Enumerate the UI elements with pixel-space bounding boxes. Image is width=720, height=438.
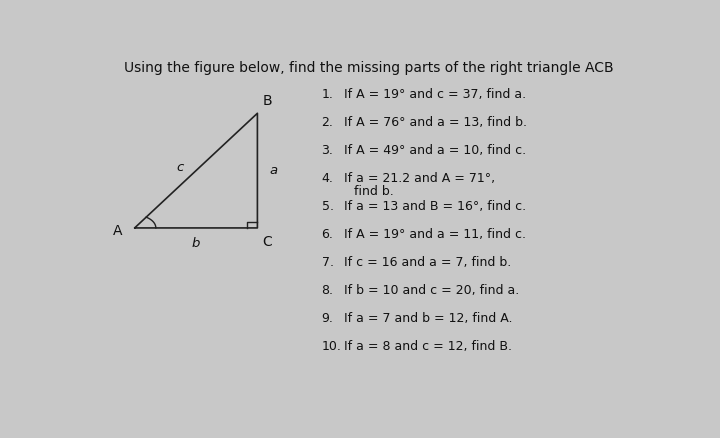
Text: B: B (263, 94, 272, 108)
Text: 7.: 7. (322, 256, 333, 269)
Text: 2.: 2. (322, 116, 333, 129)
Text: If A = 19° and a = 11, find c.: If A = 19° and a = 11, find c. (344, 228, 526, 241)
Text: If a = 8 and c = 12, find B.: If a = 8 and c = 12, find B. (344, 340, 512, 353)
Text: 6.: 6. (322, 228, 333, 241)
Text: If A = 76° and a = 13, find b.: If A = 76° and a = 13, find b. (344, 116, 527, 129)
Text: 1.: 1. (322, 88, 333, 101)
Text: c: c (177, 161, 184, 174)
Text: If c = 16 and a = 7, find b.: If c = 16 and a = 7, find b. (344, 256, 511, 269)
Text: If a = 13 and B = 16°, find c.: If a = 13 and B = 16°, find c. (344, 200, 526, 213)
Text: C: C (263, 235, 272, 249)
Text: 10.: 10. (322, 340, 341, 353)
Text: 3.: 3. (322, 144, 333, 157)
Text: 5.: 5. (322, 200, 333, 213)
Text: find b.: find b. (354, 185, 394, 198)
Text: 8.: 8. (322, 284, 333, 297)
Text: If b = 10 and c = 20, find a.: If b = 10 and c = 20, find a. (344, 284, 519, 297)
Text: 9.: 9. (322, 312, 333, 325)
Text: If A = 19° and c = 37, find a.: If A = 19° and c = 37, find a. (344, 88, 526, 101)
Text: If A = 49° and a = 10, find c.: If A = 49° and a = 10, find c. (344, 144, 526, 157)
Text: b: b (192, 237, 200, 250)
Text: Using the figure below, find the missing parts of the right triangle ACB: Using the figure below, find the missing… (124, 61, 614, 75)
Text: A: A (113, 224, 122, 238)
Text: If a = 21.2 and A = 71°,: If a = 21.2 and A = 71°, (344, 172, 495, 185)
Text: If a = 7 and b = 12, find A.: If a = 7 and b = 12, find A. (344, 312, 513, 325)
Text: a: a (269, 164, 277, 177)
Text: 4.: 4. (322, 172, 333, 185)
